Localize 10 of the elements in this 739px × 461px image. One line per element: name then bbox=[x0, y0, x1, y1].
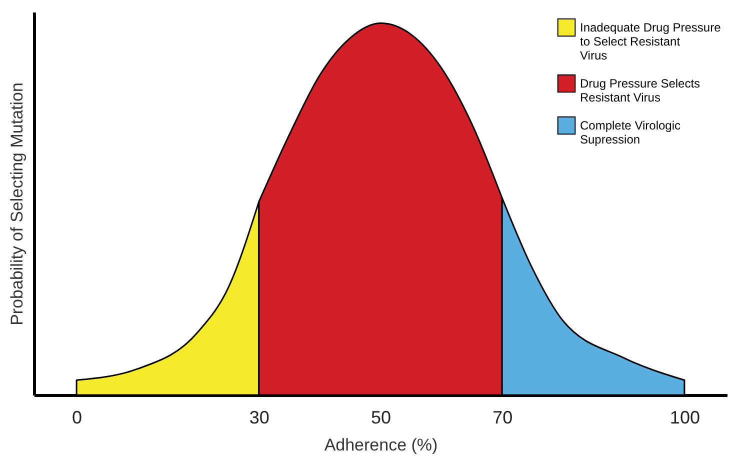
legend-label: Complete Virologic Supression bbox=[580, 118, 680, 146]
y-axis-title: Probability of Selecting Mutation bbox=[8, 82, 26, 326]
legend-label: Inadequate Drug Pressure to Select Resistant Virus bbox=[580, 20, 722, 62]
x-tick-label: 50 bbox=[370, 408, 392, 428]
x-tick-label: 30 bbox=[249, 408, 270, 428]
x-tick-label: 100 bbox=[670, 408, 700, 428]
legend-label: Drug Pressure Selects Resistant Virus bbox=[580, 76, 700, 104]
x-tick-label: 70 bbox=[492, 408, 513, 428]
x-tick-label: 0 bbox=[72, 408, 82, 428]
x-axis-title: Adherence (%) bbox=[324, 436, 438, 454]
